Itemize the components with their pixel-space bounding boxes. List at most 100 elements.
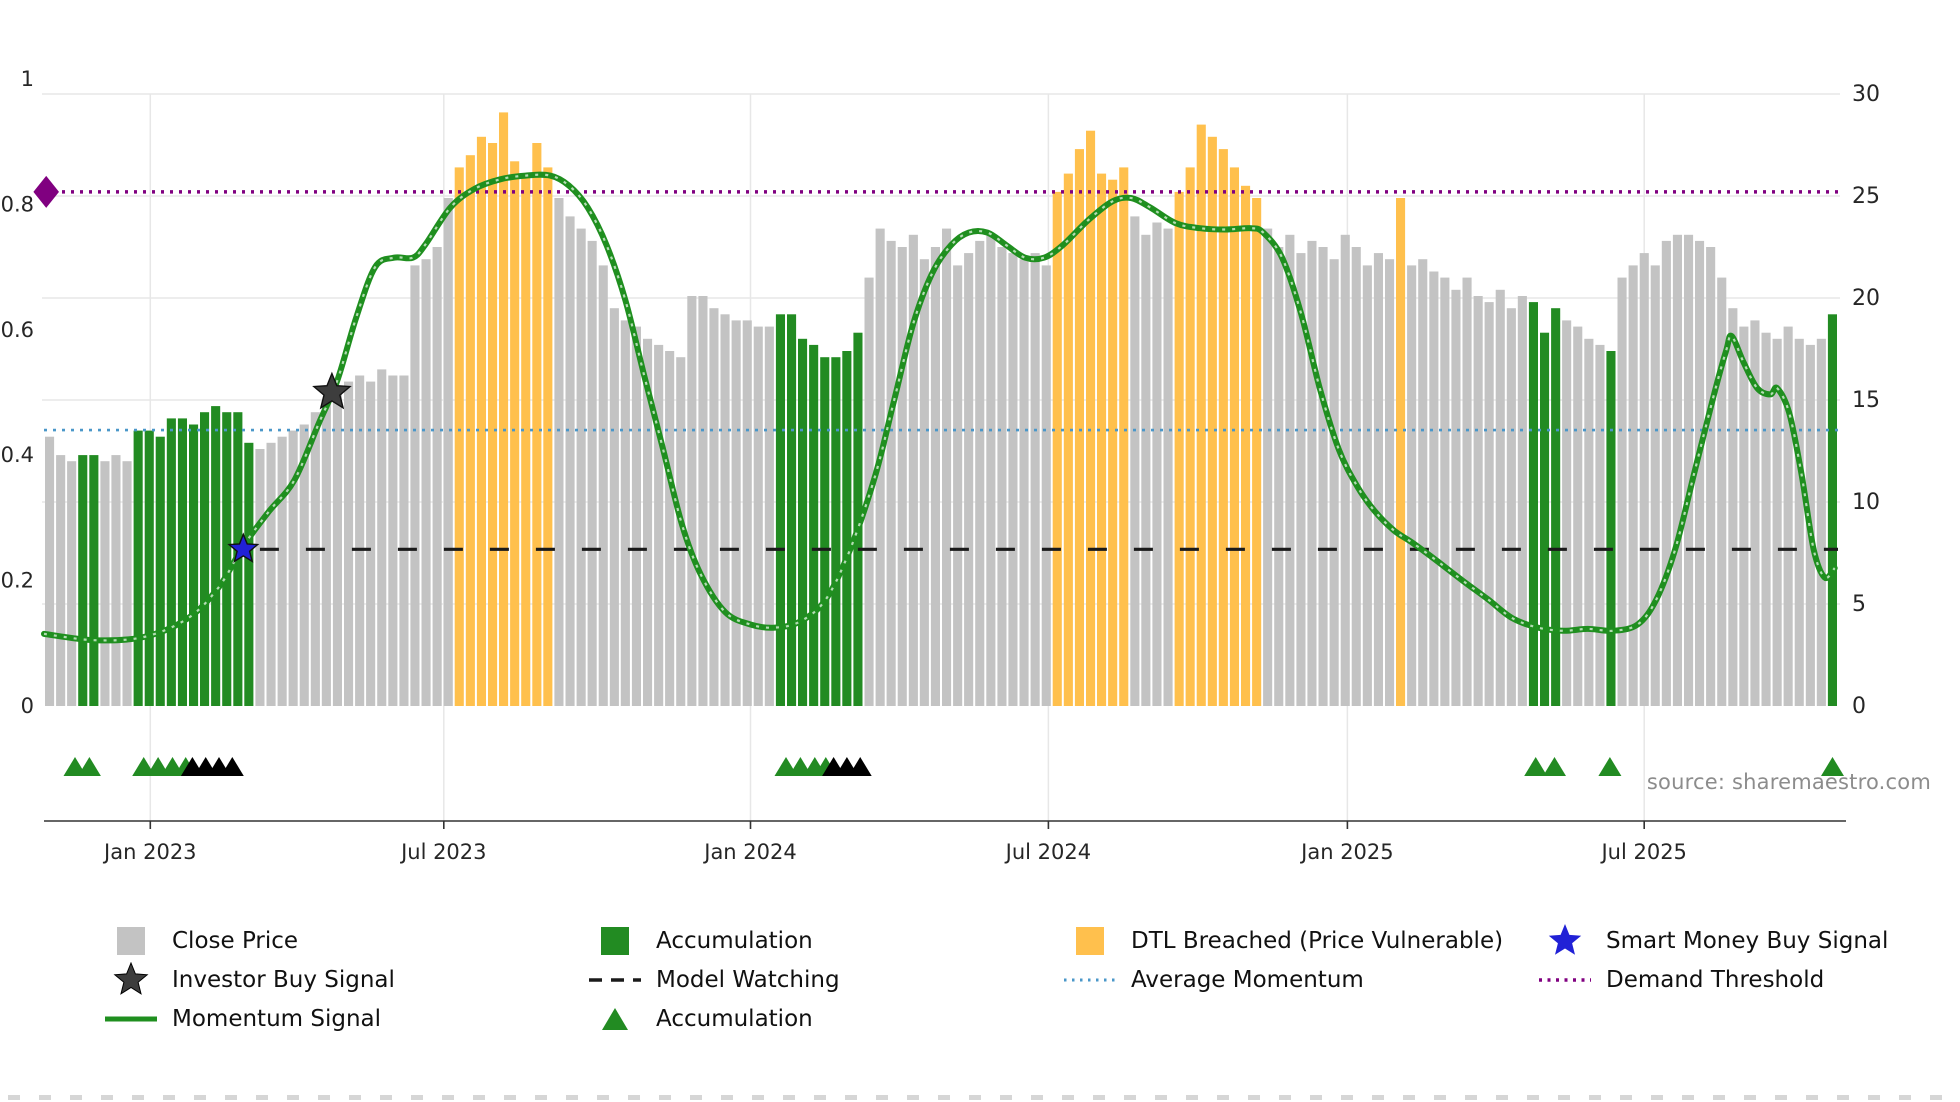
close-price-bar — [1672, 234, 1682, 707]
close-price-bar — [1241, 185, 1251, 707]
left-axis-tick-label: 0 — [21, 694, 34, 718]
legend-item-accumulation-triangle: Accumulation — [589, 1006, 1064, 1032]
close-price-bar — [1584, 338, 1594, 706]
close-price-bar — [133, 430, 143, 706]
close-price-bar — [820, 357, 830, 706]
chart-legend: Close Price Accumulation DTL Breached (P… — [105, 921, 1960, 1038]
close-price-bar — [521, 173, 531, 707]
accumulation-triangle-icon — [132, 757, 156, 776]
legend-label-accumulation-bar: Accumulation — [656, 927, 813, 954]
close-price-bar — [1174, 191, 1184, 706]
close-price-bar — [1296, 253, 1306, 706]
close-price-bar — [344, 381, 354, 706]
close-price-bar — [775, 314, 785, 706]
right-axis-tick-label: 10 — [1852, 490, 1880, 515]
close-price-bar — [753, 326, 763, 706]
x-tick-label: Jan 2024 — [702, 840, 797, 864]
accumulation-triangle-icon — [63, 757, 87, 776]
close-price-bar — [609, 308, 619, 706]
accumulation-triangle-icon — [220, 757, 244, 776]
close-price-bar — [1163, 228, 1173, 706]
dtl-breached-swatch-icon — [1064, 926, 1116, 956]
legend-item-accumulation-bar: Accumulation — [589, 926, 1064, 956]
close-price-bar — [1728, 308, 1738, 706]
close-price-bar — [1207, 136, 1217, 707]
close-price-bar — [443, 198, 453, 706]
accumulation-triangle-icon — [146, 757, 170, 776]
x-tick-label: Jan 2025 — [1299, 840, 1394, 864]
close-price-bar — [189, 424, 199, 706]
close-price-bar — [1008, 253, 1018, 706]
close-price-bar — [1119, 167, 1129, 706]
close-price-bar — [1329, 259, 1339, 706]
close-price-bar — [155, 436, 165, 706]
close-price-bar — [1185, 167, 1195, 706]
legend-label-dtl-breached: DTL Breached (Price Vulnerable) — [1131, 927, 1504, 954]
close-price-bar — [1551, 308, 1561, 706]
close-price-bar — [975, 240, 985, 706]
average-momentum-line-icon — [1064, 976, 1116, 984]
demand-threshold-marker-icon — [33, 175, 59, 208]
close-price-bar — [454, 167, 464, 706]
legend-item-investor-buy: Investor Buy Signal — [105, 961, 589, 998]
close-price-bar — [809, 344, 819, 706]
accumulation-triangle-icon — [1524, 757, 1548, 776]
close-price-bar — [886, 240, 896, 706]
close-price-bar — [67, 461, 77, 706]
close-price-bar — [554, 198, 564, 706]
x-tick-label: Jul 2025 — [1599, 840, 1686, 864]
close-price-bar — [1362, 265, 1372, 706]
left-axis-tick-label: 0.8 — [1, 192, 34, 216]
close-price-bar — [1063, 173, 1073, 707]
close-price-bar — [1396, 198, 1406, 706]
close-price-bar — [1573, 326, 1583, 706]
close-price-bar — [1739, 326, 1749, 706]
close-price-bar — [1052, 191, 1062, 706]
x-tick-label: Jul 2024 — [1004, 840, 1091, 864]
close-price-bar — [1418, 259, 1428, 706]
close-price-bar — [1540, 332, 1550, 706]
close-price-bar — [831, 357, 841, 706]
close-price-bar — [244, 442, 254, 706]
close-price-bar — [1628, 265, 1638, 706]
close-price-bar — [1407, 265, 1417, 706]
close-price-bar — [166, 418, 176, 706]
close-price-bar — [366, 381, 376, 706]
close-price-bar — [676, 357, 686, 706]
close-price-bar — [1695, 240, 1705, 706]
close-price-bar — [1097, 173, 1107, 707]
close-price-bar — [89, 455, 99, 706]
close-price-bar — [964, 253, 974, 706]
close-price-bar — [510, 161, 520, 707]
close-price-bar — [1794, 338, 1804, 706]
close-price-bar — [654, 344, 664, 706]
close-price-bar — [1495, 289, 1505, 706]
close-price-bar — [798, 338, 808, 706]
close-price-bar — [200, 412, 210, 706]
legend-label-momentum-signal: Momentum Signal — [172, 1005, 382, 1032]
momentum-signal-line-icon — [105, 1015, 157, 1023]
x-tick-label: Jan 2023 — [102, 840, 197, 864]
investor-buy-signal-icon — [312, 371, 352, 410]
close-price-bar — [222, 412, 232, 706]
legend-item-average-momentum: Average Momentum — [1064, 967, 1539, 993]
close-price-bar — [720, 314, 730, 706]
close-price-bar — [177, 418, 187, 706]
close-price-bar — [122, 461, 132, 706]
momentum-signal-hatch — [43, 173, 1836, 642]
close-price-bar — [1484, 302, 1494, 706]
close-price-bar — [919, 259, 929, 706]
close-price-bar — [1152, 222, 1162, 706]
close-price-bar — [643, 338, 653, 706]
right-axis-labels: 30 25 20 15 10 5 0 — [1852, 82, 1880, 719]
close-price-bar — [1041, 265, 1051, 706]
close-price-bar — [1761, 332, 1771, 706]
accumulation-triangle-icon — [77, 757, 101, 776]
close-price-bar — [1196, 124, 1206, 707]
close-price-bar — [1130, 216, 1140, 706]
close-price-bar — [1617, 277, 1627, 706]
close-price-bar — [1074, 149, 1084, 707]
close-price-bar — [100, 461, 110, 706]
close-price-bar — [255, 449, 265, 706]
close-price-bar — [277, 436, 287, 706]
